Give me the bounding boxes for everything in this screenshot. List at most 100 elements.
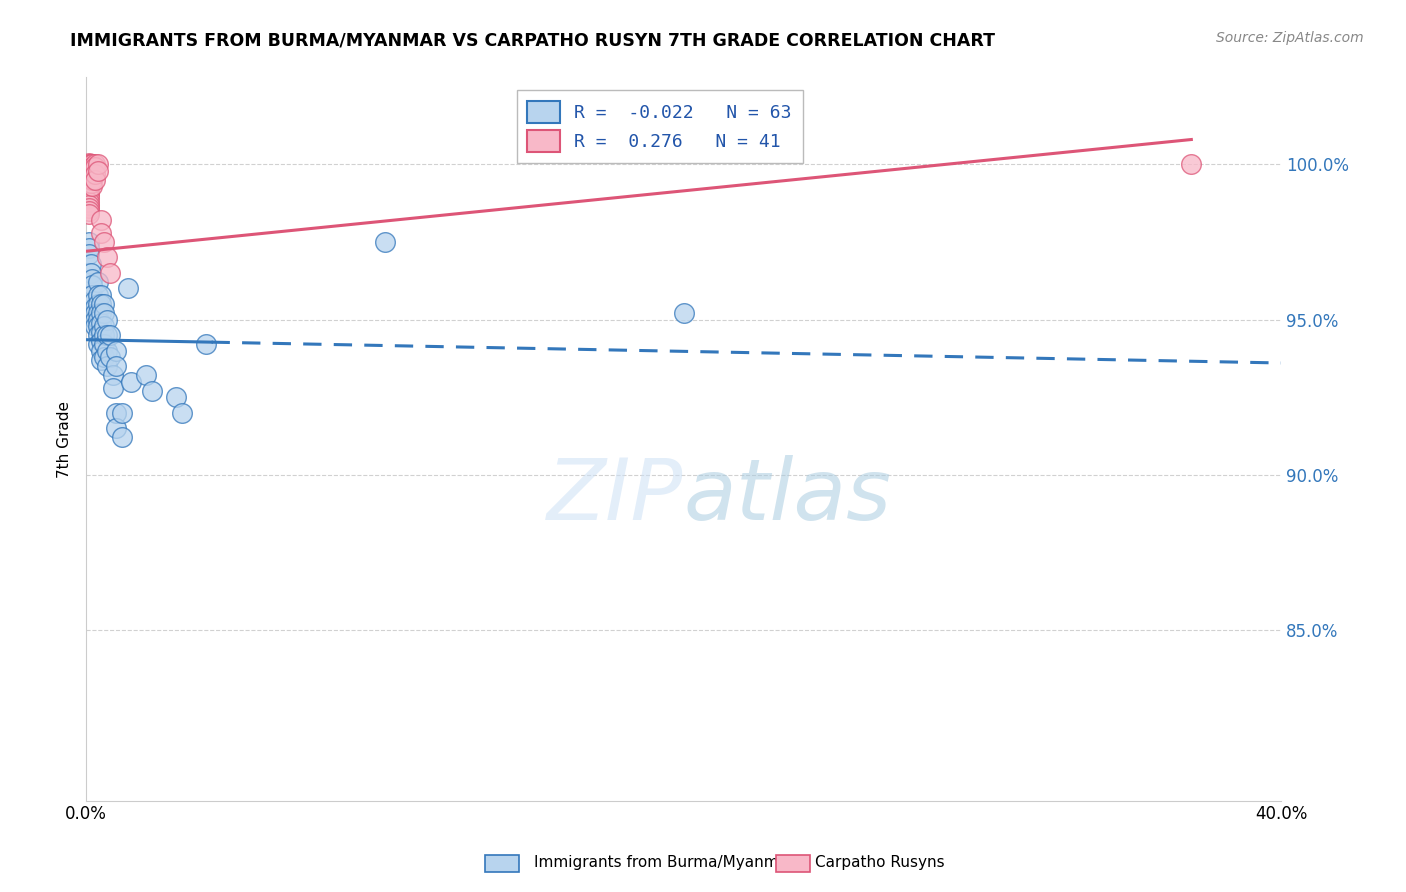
- Point: [84, 167, 107, 181]
- Point: [165, 390, 187, 404]
- Point: [93, 306, 115, 320]
- Point: [90, 226, 112, 240]
- Point: [79, 257, 101, 271]
- Point: [1180, 157, 1202, 171]
- Point: [77, 169, 100, 184]
- Point: [111, 406, 134, 420]
- Point: [77, 161, 100, 175]
- Point: [77, 169, 100, 184]
- Point: [80, 272, 103, 286]
- Point: [79, 157, 101, 171]
- Point: [101, 381, 124, 395]
- Point: [80, 157, 103, 171]
- Point: [87, 157, 110, 171]
- Point: [77, 194, 100, 209]
- Point: [98, 328, 121, 343]
- Point: [77, 163, 100, 178]
- Point: [111, 430, 134, 444]
- Point: [98, 266, 121, 280]
- Point: [93, 337, 115, 351]
- Point: [77, 197, 100, 211]
- Point: [77, 156, 100, 170]
- Point: [77, 186, 100, 200]
- Point: [90, 325, 112, 339]
- Point: [87, 297, 110, 311]
- Text: IMMIGRANTS FROM BURMA/MYANMAR VS CARPATHO RUSYN 7TH GRADE CORRELATION CHART: IMMIGRANTS FROM BURMA/MYANMAR VS CARPATH…: [70, 31, 995, 49]
- Point: [77, 241, 100, 255]
- Point: [104, 359, 127, 373]
- Point: [98, 350, 121, 364]
- Point: [101, 368, 124, 383]
- Point: [96, 312, 118, 326]
- Y-axis label: 7th Grade: 7th Grade: [58, 401, 72, 477]
- Point: [84, 306, 107, 320]
- Point: [170, 406, 193, 420]
- Point: [87, 275, 110, 289]
- Point: [77, 203, 100, 218]
- Point: [90, 306, 112, 320]
- Point: [90, 287, 112, 301]
- Point: [96, 343, 118, 358]
- Point: [77, 179, 100, 194]
- Point: [79, 169, 101, 184]
- Point: [84, 173, 107, 187]
- Point: [80, 287, 103, 301]
- Point: [117, 281, 139, 295]
- Point: [79, 266, 101, 280]
- Point: [77, 192, 100, 206]
- Point: [79, 163, 101, 178]
- Point: [84, 161, 107, 175]
- Point: [104, 421, 127, 435]
- Point: [80, 161, 103, 175]
- Point: [79, 176, 101, 190]
- Point: [90, 316, 112, 330]
- Point: [93, 318, 115, 333]
- Point: [90, 352, 112, 367]
- Point: [87, 163, 110, 178]
- Text: Source: ZipAtlas.com: Source: ZipAtlas.com: [1216, 31, 1364, 45]
- Point: [90, 297, 112, 311]
- Point: [93, 297, 115, 311]
- Point: [80, 173, 103, 187]
- Text: Carpatho Rusyns: Carpatho Rusyns: [815, 855, 945, 870]
- Point: [77, 167, 100, 181]
- Point: [672, 306, 695, 320]
- Point: [77, 173, 100, 187]
- Point: [87, 312, 110, 326]
- Point: [96, 359, 118, 373]
- Point: [77, 157, 100, 171]
- Point: [77, 188, 100, 202]
- Point: [77, 201, 100, 215]
- Point: [77, 207, 100, 221]
- Point: [194, 337, 217, 351]
- Point: [104, 406, 127, 420]
- Point: [87, 337, 110, 351]
- Point: [77, 247, 100, 261]
- Point: [135, 368, 157, 383]
- Point: [77, 182, 100, 196]
- Point: [90, 213, 112, 227]
- Point: [87, 328, 110, 343]
- Point: [96, 251, 118, 265]
- Point: [87, 287, 110, 301]
- Point: [87, 306, 110, 320]
- Point: [93, 350, 115, 364]
- Text: Immigrants from Burma/Myanmar: Immigrants from Burma/Myanmar: [534, 855, 794, 870]
- Point: [77, 235, 100, 249]
- Point: [79, 167, 101, 181]
- Point: [104, 343, 127, 358]
- Point: [77, 161, 100, 176]
- Point: [77, 171, 100, 186]
- Point: [120, 375, 142, 389]
- Point: [87, 318, 110, 333]
- Point: [77, 176, 100, 190]
- Point: [90, 334, 112, 349]
- Point: [96, 328, 118, 343]
- Point: [90, 343, 112, 358]
- Point: [84, 300, 107, 314]
- Legend: R =  -0.022   N = 63, R =  0.276   N = 41: R = -0.022 N = 63, R = 0.276 N = 41: [516, 90, 803, 163]
- Point: [84, 318, 107, 333]
- Point: [84, 157, 107, 171]
- Point: [80, 179, 103, 194]
- Point: [83, 293, 105, 308]
